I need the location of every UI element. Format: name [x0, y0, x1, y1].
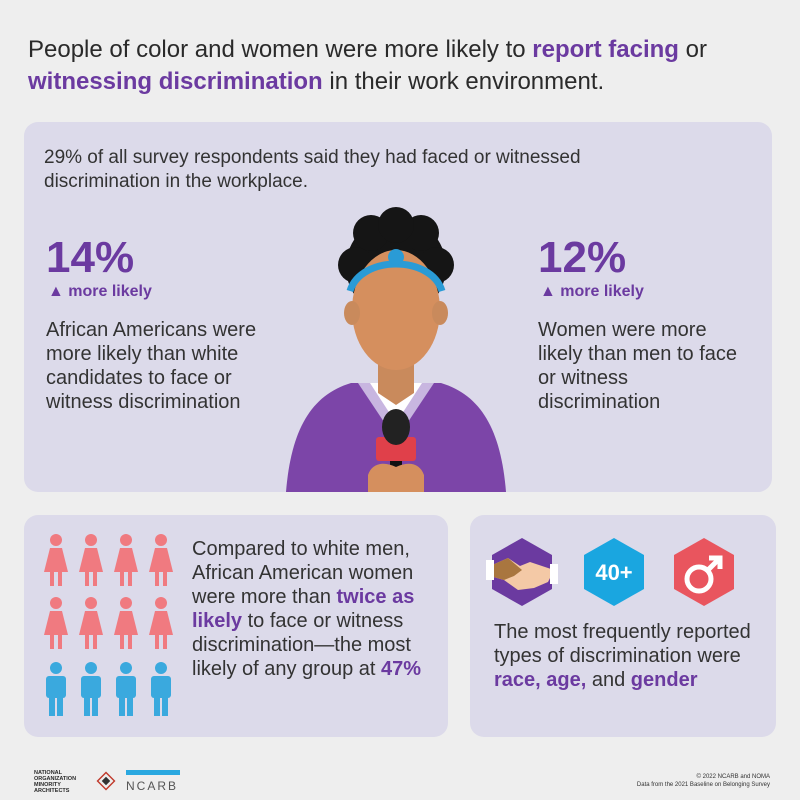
highlight-gender: gender: [630, 669, 698, 691]
stat-women-description: Women were more likely than men to face …: [538, 319, 737, 413]
stat-women-percent: 12%: [538, 233, 627, 282]
woman-figure-icon: [149, 534, 173, 586]
age-badge-label: 40+: [595, 560, 632, 585]
man-figure-icon: [151, 662, 171, 716]
handshake-race-icon: [486, 538, 558, 606]
title-text: or: [678, 36, 707, 63]
noma-logo-line: ARCHITECTS: [34, 788, 70, 794]
noma-logo: NATIONAL ORGANIZATION MINORITY ARCHITECT…: [34, 770, 116, 794]
noma-logo-line: NATIONAL: [34, 770, 63, 776]
noma-logo-line: MINORITY: [34, 782, 61, 788]
footer-copyright: © 2022 NCARB and NOMA: [696, 774, 770, 780]
title-highlight-witnessing: witnessing discrimination: [28, 68, 323, 95]
highlight-47-percent: 47%: [381, 658, 422, 680]
highlight-race: race,: [494, 669, 541, 691]
title-text: People of color and women were more like…: [28, 36, 533, 63]
people-icon-grid: [44, 534, 173, 716]
intro-text: 29% of all survey respondents said they …: [44, 147, 581, 192]
woman-figure-icon: [44, 597, 68, 649]
title-text: in their work environment.: [322, 68, 605, 95]
highlight-twice-as-likely: twice as likely: [192, 586, 415, 632]
footer-source: Data from the 2021 Baseline on Belonging…: [636, 782, 770, 788]
gender-male-symbol-icon: [674, 538, 734, 606]
man-figure-icon: [116, 662, 136, 716]
highlight-age: age,: [546, 669, 587, 691]
stat-african-americans-description: African Americans were more likely than …: [46, 319, 257, 413]
noma-logo-line: ORGANIZATION: [34, 776, 76, 782]
woman-figure-icon: [114, 597, 138, 649]
man-figure-icon: [46, 662, 66, 716]
bottom-right-text: The most frequently reported types of di…: [494, 621, 751, 691]
woman-figure-icon: [114, 534, 138, 586]
stat-african-americans-sub: ▲ more likely: [48, 283, 152, 300]
age-40-plus-icon: 40+: [584, 538, 644, 606]
page-title: People of color and women were more like…: [28, 34, 778, 98]
man-figure-icon: [81, 662, 101, 716]
stat-women-sub: ▲ more likely: [540, 283, 644, 300]
bottom-left-text: Compared to white men, African American …: [192, 538, 422, 680]
woman-figure-icon: [44, 534, 68, 586]
ncarb-logo: NCARB: [126, 770, 180, 793]
ncarb-logo-text: NCARB: [126, 779, 178, 793]
woman-figure-icon: [79, 534, 103, 586]
stat-african-americans-percent: 14%: [46, 233, 135, 282]
footer-credits: © 2022 NCARB and NOMA Data from the 2021…: [637, 773, 770, 789]
woman-figure-icon: [79, 597, 103, 649]
reporter-woman-illustration: [286, 207, 506, 492]
title-highlight-report: report facing: [532, 36, 679, 63]
woman-figure-icon: [149, 597, 173, 649]
